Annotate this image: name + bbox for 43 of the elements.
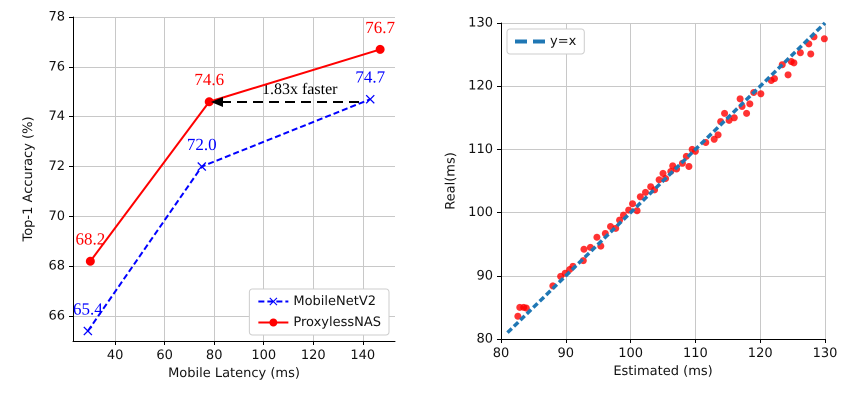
x-tick-label: 80 [206,348,222,363]
y-tick-label: 70 [48,208,65,224]
x-tick-label: 140 [350,348,376,363]
y-tick-label: 100 [468,205,493,220]
y-tick-label: 120 [468,78,493,94]
point [197,162,206,172]
x-tick-label: 40 [106,348,124,363]
y-tick-label: 74 [48,109,65,124]
legend-label: y=x [550,34,577,49]
y-tick-label: 66 [48,308,65,324]
y-tick-label: 72 [48,159,65,174]
x-axis-title: Mobile Latency (ms) [168,366,300,381]
x-tick-label: 110 [682,346,708,361]
y-tick-label: 78 [48,10,65,24]
x-tick-label: 100 [618,346,644,361]
x-tick-label: 130 [812,346,838,361]
x-axis-title: Estimated (ms) [613,364,713,379]
y-axis-title: Real(ms) [443,152,458,210]
annotation: 1.83x faster [262,81,338,98]
y-tick-label: 90 [476,268,493,284]
x-tick-label: 60 [156,348,173,363]
data-label: 74.7 [355,68,386,87]
x-tick-label: 80 [492,346,510,361]
data-label: 68.2 [75,230,106,249]
y-tick-label: 110 [468,142,493,157]
x-tick-label: 100 [251,348,276,363]
point [83,326,92,336]
data-label: 76.7 [365,18,396,37]
legend-label: MobileNetV2 [293,294,376,309]
data-label: 74.6 [194,70,224,90]
y-tick-label: 76 [48,59,65,74]
y-tick-label: 130 [468,16,493,30]
x-tick-label: 120 [748,346,773,361]
point [204,97,214,106]
x-tick-label: 90 [558,346,574,361]
y-axis-title: Top-1 Accuracy (%) [21,116,36,243]
point [86,256,95,266]
legend-label: ProxylessNAS [293,315,382,330]
x-tick-label: 120 [300,348,326,363]
y-tick-label: 68 [48,258,65,274]
point [376,44,385,54]
y-tick-label: 80 [476,332,493,346]
data-label: 72.0 [186,135,217,154]
